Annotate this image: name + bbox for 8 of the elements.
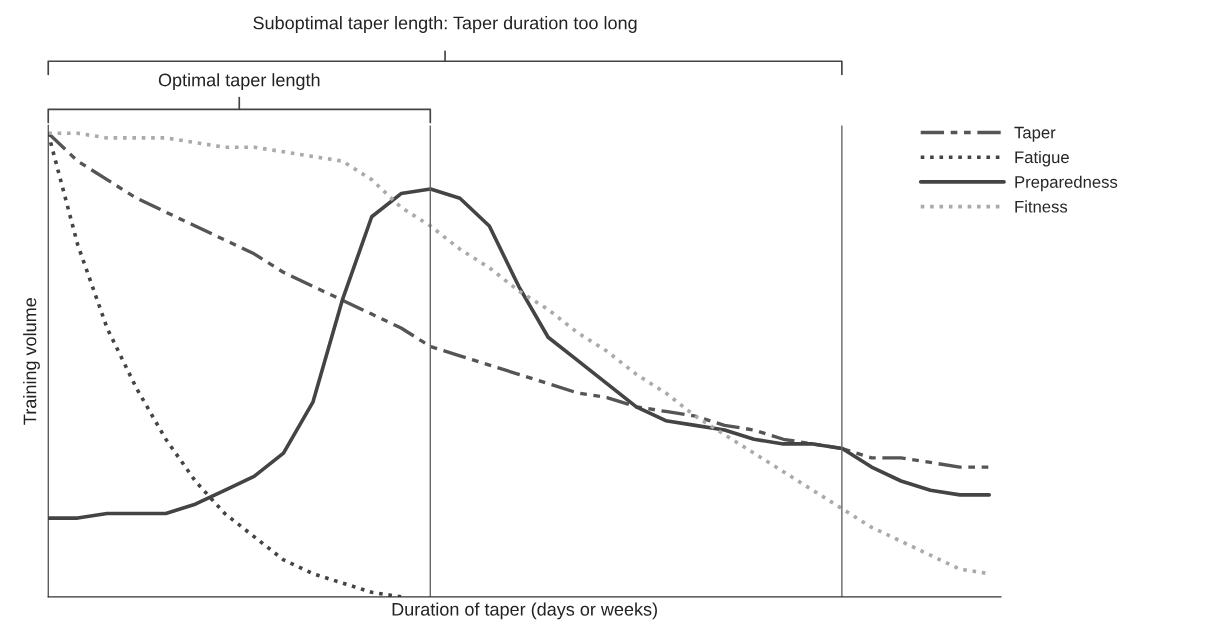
legend-label: Fitness <box>1015 200 1068 213</box>
text: Optimal taper length <box>158 73 320 90</box>
legend-label: Fatigue <box>1015 150 1069 167</box>
legend-label: Taper <box>1014 126 1056 142</box>
legend-label: Preparedness <box>1015 175 1118 192</box>
y-axis-title: Training volume <box>23 298 40 425</box>
text: Suboptimal taper length: Taper duration too long <box>253 16 637 33</box>
x-axis-title: Duration of taper (days or weeks) <box>392 602 657 620</box>
